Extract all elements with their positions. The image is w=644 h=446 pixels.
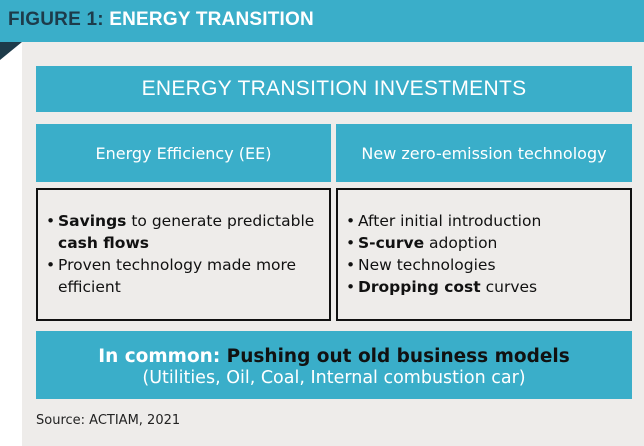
list-item-bold: Dropping cost (358, 278, 481, 296)
column-heading-text: Energy Efficiency (EE) (95, 143, 272, 163)
in-common-line: In common: Pushing out old business mode… (36, 346, 632, 368)
figure-title-text: ENERGY TRANSITION (109, 9, 314, 30)
list-item-text: New technologies (358, 256, 496, 274)
list-item-text: to generate predictable (126, 212, 315, 230)
list-item: Proven technology made more efficient (46, 254, 323, 298)
zero-emission-list: After initial introduction S-curve adopt… (346, 210, 624, 298)
column-heading-zero-emission: New zero-emission technology (336, 124, 632, 182)
figure-label: FIGURE 1: (8, 9, 104, 30)
list-item-text: After initial introduction (358, 212, 542, 230)
in-common-box: In common: Pushing out old business mode… (36, 331, 632, 399)
list-item-text: curves (480, 278, 538, 296)
list-item-text: adoption (424, 234, 498, 252)
main-title-box: ENERGY TRANSITION INVESTMENTS (36, 66, 632, 112)
zero-emission-list-box: After initial introduction S-curve adopt… (336, 188, 632, 321)
main-title: ENERGY TRANSITION INVESTMENTS (141, 77, 527, 100)
in-common-label: In common: (98, 346, 221, 367)
energy-efficiency-list-box: Savings to generate predictable cash flow… (36, 188, 331, 321)
list-item-text: Proven technology made more efficient (58, 256, 297, 296)
list-item-bold: Savings (58, 212, 127, 230)
list-item-bold: S-curve (358, 234, 425, 252)
list-item: Savings to generate predictable cash flow… (46, 210, 323, 254)
list-item: New technologies (346, 254, 624, 276)
column-heading-text: New zero-emission technology (361, 143, 607, 163)
figure-title: FIGURE 1: ENERGY TRANSITION (8, 9, 314, 31)
header-notch-decoration (0, 42, 22, 60)
source-note: Source: ACTIAM, 2021 (36, 413, 181, 428)
list-item: S-curve adoption (346, 232, 624, 254)
list-item-bold: cash flows (58, 234, 149, 252)
in-common-text: Pushing out old business models (220, 346, 570, 367)
figure-header-bar: FIGURE 1: ENERGY TRANSITION (0, 0, 644, 42)
column-heading-energy-efficiency: Energy Efficiency (EE) (36, 124, 331, 182)
list-item: Dropping cost curves (346, 276, 624, 298)
in-common-subtext: (Utilities, Oil, Coal, Internal combusti… (142, 368, 526, 388)
list-item: After initial introduction (346, 210, 624, 232)
energy-efficiency-list: Savings to generate predictable cash flow… (46, 210, 323, 298)
